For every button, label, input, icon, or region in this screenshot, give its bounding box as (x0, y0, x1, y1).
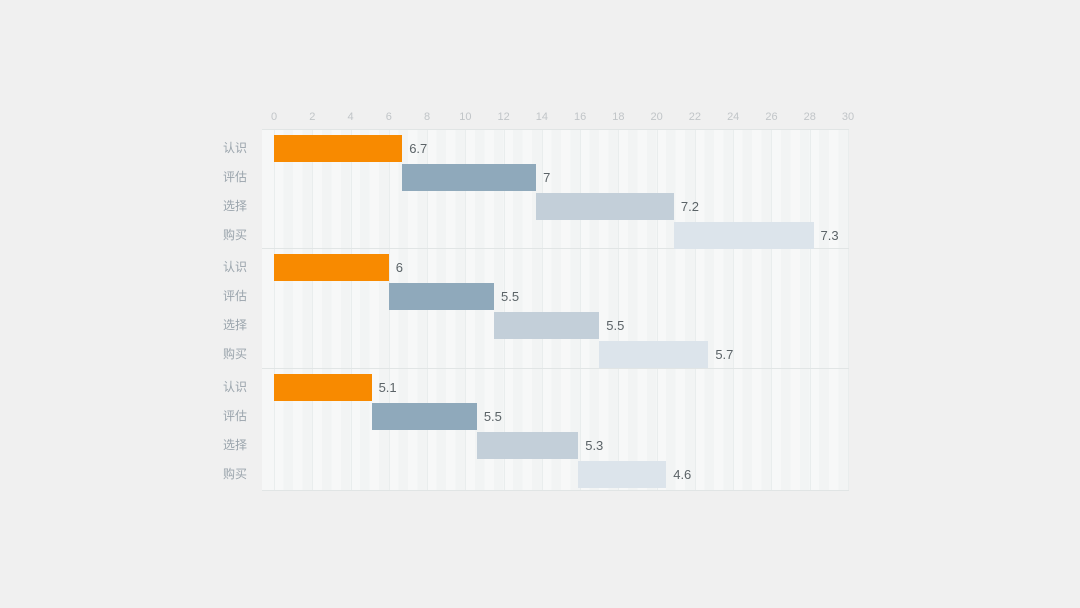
v-gridline (618, 129, 620, 490)
value-label-group-2-evaluation: 5.5 (501, 289, 520, 304)
x-axis-tick-label: 16 (574, 111, 587, 123)
bar-group-2-evaluation[interactable] (388, 283, 495, 310)
category-label-purchase: 购买 (222, 228, 247, 242)
value-label-group-3-selection: 5.3 (585, 438, 604, 453)
v-gridline (312, 129, 314, 490)
category-label-evaluation: 评估 (222, 170, 247, 184)
value-label-group-2-awareness: 6 (395, 260, 404, 275)
category-label-awareness: 认识 (222, 141, 247, 155)
value-label-group-2-purchase: 5.7 (715, 347, 734, 362)
category-label-awareness: 认识 (222, 260, 247, 274)
bar-group-1-purchase[interactable] (673, 222, 814, 249)
value-label-group-1-selection: 7.2 (680, 199, 699, 214)
category-label-awareness: 认识 (222, 380, 247, 394)
x-axis-tick-label: 14 (535, 111, 548, 123)
group-separator-line (262, 368, 849, 369)
category-label-purchase: 购买 (222, 347, 247, 361)
bar-group-1-awareness[interactable] (274, 135, 403, 162)
x-axis-tick-label: 20 (650, 111, 663, 123)
v-gridline (580, 129, 582, 490)
bar-group-3-evaluation[interactable] (371, 403, 477, 430)
x-axis-tick-label: 12 (497, 111, 510, 123)
x-axis-tick-label: 22 (688, 111, 702, 123)
category-label-selection: 选择 (222, 318, 247, 332)
v-gridline (274, 129, 275, 490)
category-label-evaluation: 评估 (222, 289, 247, 303)
value-label-group-1-purchase: 7.3 (820, 228, 839, 243)
x-axis-tick-label: 2 (309, 111, 316, 123)
value-label-group-3-purchase: 4.6 (673, 467, 692, 482)
v-gridline (694, 129, 696, 490)
v-gridline (809, 129, 811, 490)
bar-group-1-selection[interactable] (536, 193, 674, 220)
v-gridline (503, 129, 505, 490)
bar-group-2-selection[interactable] (494, 312, 600, 339)
bar-group-2-awareness[interactable] (274, 254, 389, 281)
bar-group-1-evaluation[interactable] (402, 164, 537, 191)
value-label-group-1-evaluation: 7 (543, 170, 551, 185)
value-label-group-3-evaluation: 5.5 (483, 409, 502, 424)
x-axis-line (262, 129, 849, 130)
x-axis-tick-label: 28 (803, 111, 816, 123)
value-label-group-2-selection: 5.5 (606, 318, 625, 333)
x-axis-tick-label: 10 (459, 111, 472, 123)
bar-group-3-awareness[interactable] (274, 374, 372, 401)
bar-group-2-purchase[interactable] (599, 341, 709, 368)
x-axis-tick-label: 18 (612, 111, 625, 123)
plot-area-stripes (274, 129, 848, 490)
bar-group-3-purchase[interactable] (578, 461, 667, 488)
x-axis-tick-label: 8 (424, 111, 431, 123)
v-gridline (848, 129, 849, 490)
v-gridline (733, 129, 735, 490)
v-gridline (350, 129, 352, 490)
category-label-evaluation: 评估 (222, 409, 247, 423)
value-label-group-3-awareness: 5.1 (378, 380, 397, 395)
x-axis-tick-label: 4 (347, 111, 354, 123)
bar-group-3-selection[interactable] (476, 432, 579, 459)
plot-bottom-line (262, 490, 849, 491)
category-label-selection: 选择 (222, 438, 247, 452)
x-axis-tick-label: 0 (270, 111, 278, 123)
category-label-selection: 选择 (222, 199, 247, 213)
v-gridline (771, 129, 773, 490)
x-axis-tick-label: 6 (385, 111, 392, 123)
v-gridline (656, 129, 658, 490)
group-separator-line (262, 248, 849, 249)
x-axis-tick-label: 26 (765, 111, 778, 123)
x-axis-tick-label: 30 (841, 111, 855, 123)
x-axis-tick-label: 24 (727, 111, 740, 123)
category-label-purchase: 购买 (222, 467, 247, 481)
value-label-group-1-awareness: 6.7 (409, 141, 428, 156)
v-gridline (541, 129, 543, 490)
